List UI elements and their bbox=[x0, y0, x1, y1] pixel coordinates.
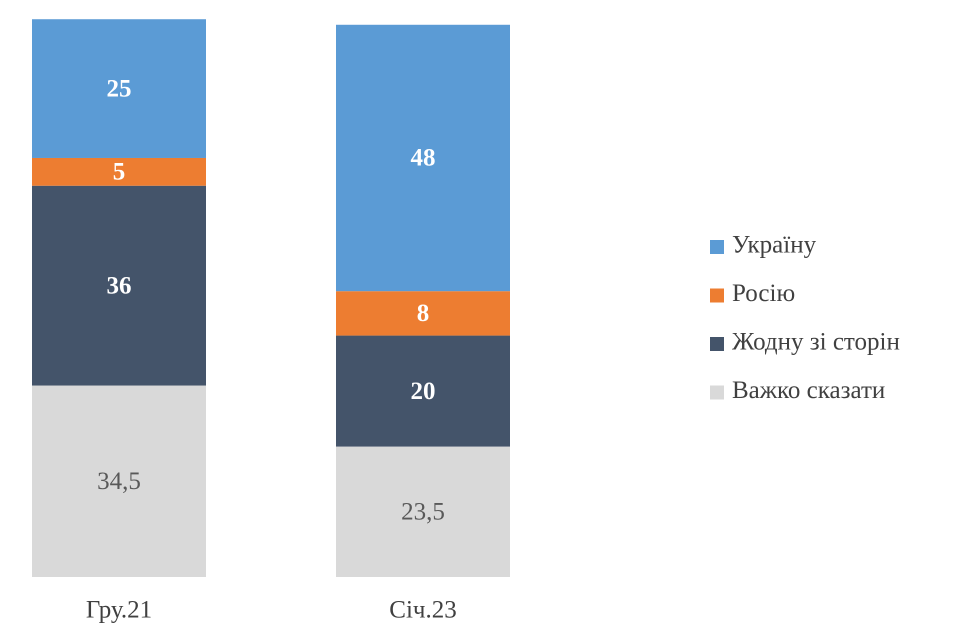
data-label: 48 bbox=[411, 145, 436, 172]
data-label: 5 bbox=[113, 159, 126, 186]
data-label: 25 bbox=[107, 75, 132, 102]
bar-segment bbox=[32, 385, 206, 577]
legend-swatch bbox=[710, 240, 724, 254]
bar-segment bbox=[336, 24, 510, 292]
legend-swatch bbox=[710, 385, 724, 400]
legend-swatch bbox=[710, 337, 724, 351]
data-label: 20 bbox=[411, 378, 436, 405]
data-label: 34,5 bbox=[97, 468, 141, 495]
data-label: 36 bbox=[107, 272, 132, 299]
legend-label: Жодну зі сторін bbox=[732, 329, 900, 356]
data-label: 23,5 bbox=[401, 499, 445, 526]
x-tick-label: Гру.21 bbox=[86, 597, 152, 624]
legend-label: Україну bbox=[732, 232, 817, 259]
legend-label: Важко сказати bbox=[732, 377, 885, 404]
bar-segment bbox=[32, 185, 206, 386]
bar-segment bbox=[32, 157, 206, 186]
data-label: 8 bbox=[417, 300, 430, 327]
bar-segment bbox=[336, 291, 510, 336]
bar-segment bbox=[336, 335, 510, 447]
bar-segment bbox=[32, 19, 206, 158]
legend-label: Росію bbox=[732, 280, 795, 307]
x-tick-label: Січ.23 bbox=[389, 597, 456, 624]
bar-segment bbox=[336, 446, 510, 577]
legend-swatch bbox=[710, 288, 724, 303]
